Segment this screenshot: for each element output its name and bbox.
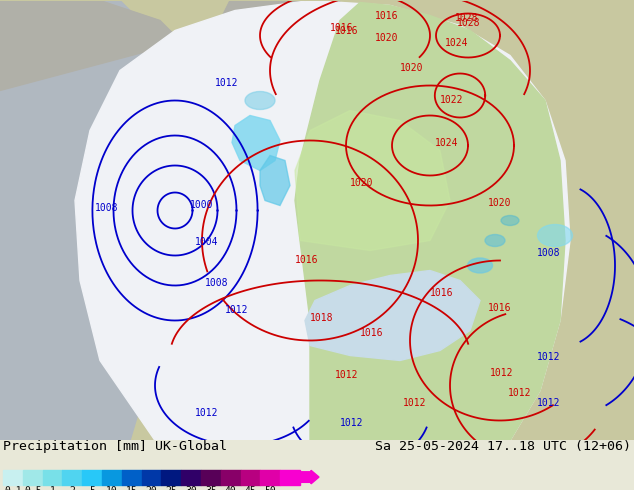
Polygon shape [530,0,634,441]
Text: 0.5: 0.5 [24,486,41,490]
Text: 5: 5 [89,486,95,490]
Text: 1016: 1016 [335,25,358,35]
FancyArrow shape [301,470,319,484]
Polygon shape [232,116,280,171]
Bar [162,469,181,485]
Polygon shape [260,155,290,205]
Text: 1016: 1016 [330,23,354,32]
Bar [221,469,240,485]
Bar [82,469,102,485]
Text: 1008: 1008 [95,202,119,213]
Text: 1: 1 [49,486,55,490]
Ellipse shape [501,216,519,225]
Text: 1028: 1028 [457,18,481,27]
Text: 1000: 1000 [190,199,214,210]
Ellipse shape [538,224,573,246]
Text: 35: 35 [205,486,217,490]
Text: 1012: 1012 [340,417,363,427]
Polygon shape [0,0,200,441]
Bar [42,469,62,485]
Text: 1016: 1016 [430,288,453,297]
Text: 1016: 1016 [488,302,512,313]
Polygon shape [0,0,340,91]
Text: Precipitation [mm] UK-Global: Precipitation [mm] UK-Global [3,441,227,453]
Bar [181,469,201,485]
Text: 1024: 1024 [445,38,469,48]
Polygon shape [75,0,570,441]
Polygon shape [295,2,565,441]
Text: 1012: 1012 [508,388,531,397]
Ellipse shape [245,92,275,109]
Text: Sa 25-05-2024 17..18 UTC (12+06): Sa 25-05-2024 17..18 UTC (12+06) [375,441,631,453]
Text: 30: 30 [185,486,197,490]
Text: 0.1: 0.1 [4,486,22,490]
Text: 1020: 1020 [375,32,399,43]
Bar [62,469,82,485]
Text: 1020: 1020 [488,197,512,207]
Polygon shape [305,270,480,361]
Bar [141,469,162,485]
Polygon shape [295,111,450,250]
Text: 1012: 1012 [490,368,514,377]
Text: 1008: 1008 [537,247,560,258]
Text: 1016: 1016 [360,327,384,338]
Text: 50: 50 [264,486,276,490]
Bar [201,469,221,485]
Text: 1012: 1012 [335,369,358,379]
Text: 15: 15 [126,486,138,490]
Text: 1012: 1012 [195,408,219,417]
Text: 1012: 1012 [537,397,560,408]
Text: 25: 25 [165,486,177,490]
Text: 45: 45 [245,486,256,490]
Text: 1012: 1012 [537,352,560,363]
Ellipse shape [485,235,505,246]
Bar [122,469,141,485]
Bar [23,469,42,485]
Text: 1020: 1020 [400,63,424,73]
Text: 10: 10 [106,486,118,490]
Text: 1028: 1028 [455,13,479,23]
Text: 2: 2 [69,486,75,490]
Text: 1012: 1012 [215,77,238,88]
Text: 1008: 1008 [205,277,228,288]
Text: 20: 20 [146,486,157,490]
Bar [261,469,280,485]
Text: 1022: 1022 [440,95,463,104]
Text: 1018: 1018 [310,313,333,322]
Text: 1012: 1012 [225,304,249,315]
Text: 1004: 1004 [195,237,219,246]
Bar [280,469,300,485]
Text: 1020: 1020 [350,177,373,188]
Text: 40: 40 [225,486,236,490]
Text: 1024: 1024 [435,138,458,147]
Text: 1016: 1016 [375,10,399,21]
Bar [240,469,261,485]
Text: 1012: 1012 [403,397,427,408]
Text: 1016: 1016 [295,254,318,265]
Bar [3,469,23,485]
Bar [102,469,122,485]
Ellipse shape [467,258,493,273]
